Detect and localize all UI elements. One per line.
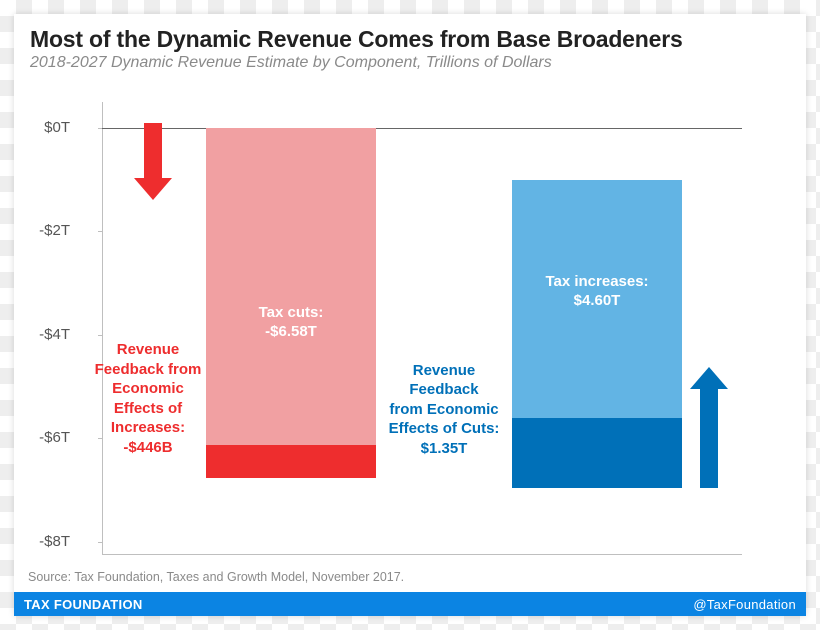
y-axis-line bbox=[102, 102, 103, 554]
footer-handle: @TaxFoundation bbox=[693, 597, 796, 612]
y-tick-mark bbox=[98, 231, 102, 232]
tax-cuts-label: Tax cuts:-$6.58T bbox=[206, 304, 376, 342]
footer-brand: TAX FOUNDATION bbox=[24, 597, 143, 612]
footer-bar: TAX FOUNDATION @TaxFoundation bbox=[14, 592, 806, 616]
chart-title: Most of the Dynamic Revenue Comes from B… bbox=[30, 26, 683, 53]
up-arrow-head-icon bbox=[690, 367, 728, 389]
down-arrow-icon bbox=[144, 123, 162, 180]
chart-subtitle: 2018-2027 Dynamic Revenue Estimate by Co… bbox=[30, 54, 552, 72]
chart-card: Most of the Dynamic Revenue Comes from B… bbox=[14, 14, 806, 616]
y-tick-label: -$4T bbox=[10, 326, 70, 343]
zero-line bbox=[102, 128, 742, 129]
tax-increases-label: Tax increases:$4.60T bbox=[512, 273, 682, 311]
y-tick-label: -$6T bbox=[10, 429, 70, 446]
y-tick-label: $0T bbox=[10, 119, 70, 136]
y-tick-mark bbox=[98, 335, 102, 336]
tax-cuts-bar bbox=[206, 128, 376, 469]
x-axis-line bbox=[102, 554, 742, 555]
increases-side-label: RevenueFeedbackfrom EconomicEffects of C… bbox=[382, 361, 506, 459]
source-text: Source: Tax Foundation, Taxes and Growth… bbox=[28, 570, 404, 584]
y-tick-mark bbox=[98, 542, 102, 543]
y-tick-label: -$2T bbox=[10, 222, 70, 239]
increases-feedback-bar bbox=[512, 418, 682, 488]
cuts-side-label: RevenueFeedback fromEconomicEffects ofIn… bbox=[94, 340, 202, 457]
cuts-feedback-bar bbox=[206, 445, 376, 478]
up-arrow-icon bbox=[700, 387, 718, 488]
down-arrow-head-icon bbox=[134, 178, 172, 200]
y-tick-label: -$8T bbox=[10, 533, 70, 550]
